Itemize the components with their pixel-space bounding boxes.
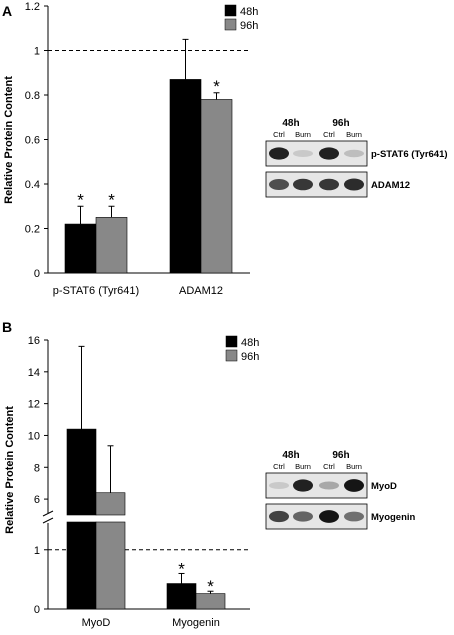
blot-band bbox=[344, 178, 364, 191]
legend-swatch-48h bbox=[225, 335, 238, 348]
y-axis-title: Relative Protein Content bbox=[3, 76, 15, 204]
y-tick-label: 0.6 bbox=[25, 135, 40, 147]
blot-lane-label: Burn bbox=[295, 130, 311, 139]
y-tick-label: 6 bbox=[34, 494, 40, 506]
x-category-label: ADAM12 bbox=[179, 285, 223, 297]
blot-band bbox=[293, 149, 313, 158]
blot-lane-label: Ctrl bbox=[323, 130, 335, 139]
blot-lane-label: Ctrl bbox=[323, 462, 335, 471]
x-category-label: Myogenin bbox=[172, 617, 220, 629]
y-tick-label: 14 bbox=[28, 367, 40, 379]
blot-lane-label: Burn bbox=[346, 130, 362, 139]
blot-band bbox=[344, 479, 364, 492]
significance-star: * bbox=[108, 190, 115, 209]
panel-letter-b: B bbox=[2, 319, 12, 335]
blot-band bbox=[344, 511, 364, 522]
blot-lane-label: Burn bbox=[346, 462, 362, 471]
blot-row-label: ADAM12 bbox=[371, 180, 410, 191]
blot-row-label: Myogenin bbox=[371, 512, 416, 523]
blot-band bbox=[319, 481, 339, 490]
figure-panel-a: A 0 0.2 0.4 0.6 0.8 1 1.2 Relative Protein Cont… bbox=[0, 0, 454, 305]
bar-upper-96h-0 bbox=[95, 492, 126, 516]
legend-label-96h: 96h bbox=[240, 20, 258, 32]
blot-band bbox=[344, 149, 364, 158]
legend-label-48h: 48h bbox=[241, 337, 259, 349]
bar-96h-1 bbox=[200, 99, 233, 274]
bar-48h-1 bbox=[169, 79, 202, 274]
legend-swatch-96h bbox=[225, 349, 238, 362]
bar-chart-a: A 0 0.2 0.4 0.6 0.8 1 1.2 Relative Protein Cont… bbox=[2, 1, 448, 297]
blot-time-96h: 96h bbox=[332, 450, 349, 461]
y-tick-label: 1 bbox=[34, 46, 40, 58]
y-tick-label: 0 bbox=[34, 268, 40, 280]
x-category-label: MyoD bbox=[82, 617, 111, 629]
bar-48h-1 bbox=[166, 583, 197, 610]
y-tick-label: 0 bbox=[34, 604, 40, 616]
figure-panel-b: B 0 1 6 8 10 12 14 16 Relative Protein Content My… bbox=[0, 315, 454, 630]
blot-band bbox=[269, 481, 289, 490]
blot-row-label: p-STAT6 (Tyr641) bbox=[371, 149, 448, 160]
legend-swatch-48h bbox=[224, 4, 237, 17]
blot-band bbox=[269, 147, 289, 160]
y-axis-title: Relative Protein Content bbox=[4, 406, 16, 534]
blot-band bbox=[269, 510, 289, 523]
y-tick-label: 10 bbox=[28, 430, 40, 442]
legend-label-48h: 48h bbox=[240, 6, 258, 18]
bar-lower-96h-0 bbox=[95, 521, 126, 610]
y-tick-label: 12 bbox=[28, 399, 40, 411]
x-category-label: p-STAT6 (Tyr641) bbox=[53, 285, 139, 297]
blot-time-48h: 48h bbox=[282, 118, 299, 129]
blot-lane-label: Burn bbox=[295, 462, 311, 471]
y-tick-label: 0.8 bbox=[25, 90, 40, 102]
y-tick-label: 1 bbox=[34, 545, 40, 557]
blot-lane-label: Ctrl bbox=[273, 130, 285, 139]
y-tick-label: 0.2 bbox=[25, 224, 40, 236]
bar-96h-0 bbox=[95, 217, 128, 274]
blot-band bbox=[319, 147, 339, 160]
significance-star: * bbox=[178, 559, 185, 578]
y-tick-label: 8 bbox=[34, 462, 40, 474]
bar-lower-48h-0 bbox=[66, 521, 97, 610]
y-tick-label: 1.2 bbox=[25, 1, 40, 13]
bar-upper-48h-0 bbox=[66, 428, 97, 516]
legend-swatch-96h bbox=[224, 18, 237, 31]
axis-break-mark bbox=[42, 517, 54, 524]
blot-band bbox=[293, 479, 313, 492]
bar-48h-0 bbox=[64, 223, 97, 274]
blot-time-48h: 48h bbox=[282, 450, 299, 461]
axis-break-mark bbox=[42, 510, 54, 517]
blot-band bbox=[319, 178, 339, 191]
blot-time-96h: 96h bbox=[332, 118, 349, 129]
panel-letter-a: A bbox=[2, 3, 12, 19]
blot-lane-label: Ctrl bbox=[273, 462, 285, 471]
significance-star: * bbox=[207, 577, 214, 596]
blot-row-label: MyoD bbox=[371, 481, 397, 492]
blot-band bbox=[293, 511, 313, 522]
y-tick-label: 0.4 bbox=[25, 179, 40, 191]
y-tick-label: 16 bbox=[28, 335, 40, 347]
significance-star: * bbox=[77, 190, 84, 209]
blot-band bbox=[319, 510, 339, 523]
legend-label-96h: 96h bbox=[241, 351, 259, 363]
blot-band bbox=[269, 179, 289, 190]
significance-star: * bbox=[213, 77, 220, 96]
blot-band bbox=[293, 178, 313, 191]
